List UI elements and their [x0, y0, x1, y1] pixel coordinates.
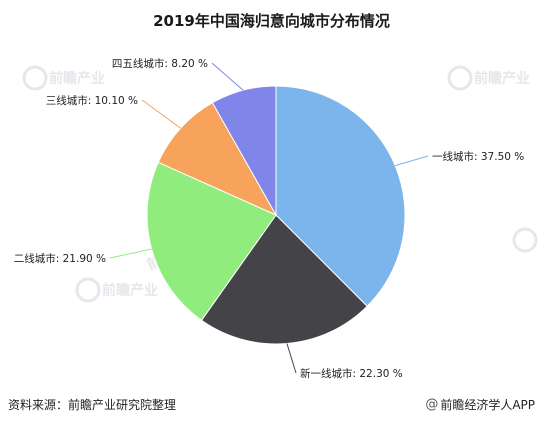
label-connector-1 — [395, 155, 429, 167]
label-connector-2 — [286, 343, 297, 374]
label-connector-5 — [211, 62, 244, 91]
pie-slice-3 — [146, 161, 277, 322]
pie-slices — [146, 85, 406, 345]
chart-title: 2019年中国海归意向城市分布情况 — [153, 12, 390, 30]
pie-label-1: 一线城市: 37.50 % — [432, 150, 524, 163]
pie-slice-5 — [211, 85, 277, 217]
pie-label-5: 四五线城市: 8.20 % — [112, 57, 208, 70]
watermark-text: 前瞻产业 — [102, 282, 158, 299]
label-connector-4 — [141, 99, 181, 129]
weibo-at-icon: @ — [425, 397, 439, 412]
watermark-bottom-left: 前瞻产业 — [75, 277, 158, 303]
pie-chart: 前瞻产业 前瞻产业 前瞻产业 前瞻产业 一线城市: 37.50 %新一线城市: … — [14, 57, 538, 380]
watermark-logo-icon — [512, 227, 538, 253]
pie-label-4: 三线城市: 10.10 % — [46, 94, 138, 107]
watermark-text: 前瞻产业 — [474, 70, 530, 87]
pie-label-2: 新一线城市: 22.30 % — [300, 367, 403, 380]
watermark-left: 前瞻产业 — [22, 65, 105, 91]
pie-slice-1 — [275, 85, 406, 307]
watermark-edge — [512, 227, 538, 253]
label-connector-3 — [109, 248, 152, 259]
brand-name: 前瞻经济学人APP — [440, 398, 535, 412]
watermark-right: 前瞻产业 — [447, 65, 530, 91]
watermark-text: 前瞻产业 — [49, 70, 105, 87]
watermark-logo-icon — [22, 65, 48, 91]
footer: 资料来源：前瞻产业研究院整理 @ 前瞻经济学人APP — [0, 390, 543, 420]
pie-labels: 一线城市: 37.50 % 新一线城市: 22.30 % 二线城市: 21.90 %… — [14, 57, 525, 380]
pie-label-3: 二线城市: 21.90 % — [14, 252, 106, 265]
pie-slice-4 — [157, 102, 278, 217]
source-note: 资料来源：前瞻产业研究院整理 — [8, 398, 177, 412]
brand: @ 前瞻经济学人APP — [425, 396, 535, 413]
watermark-logo-icon — [75, 277, 101, 303]
watermark-logo-icon — [447, 65, 473, 91]
